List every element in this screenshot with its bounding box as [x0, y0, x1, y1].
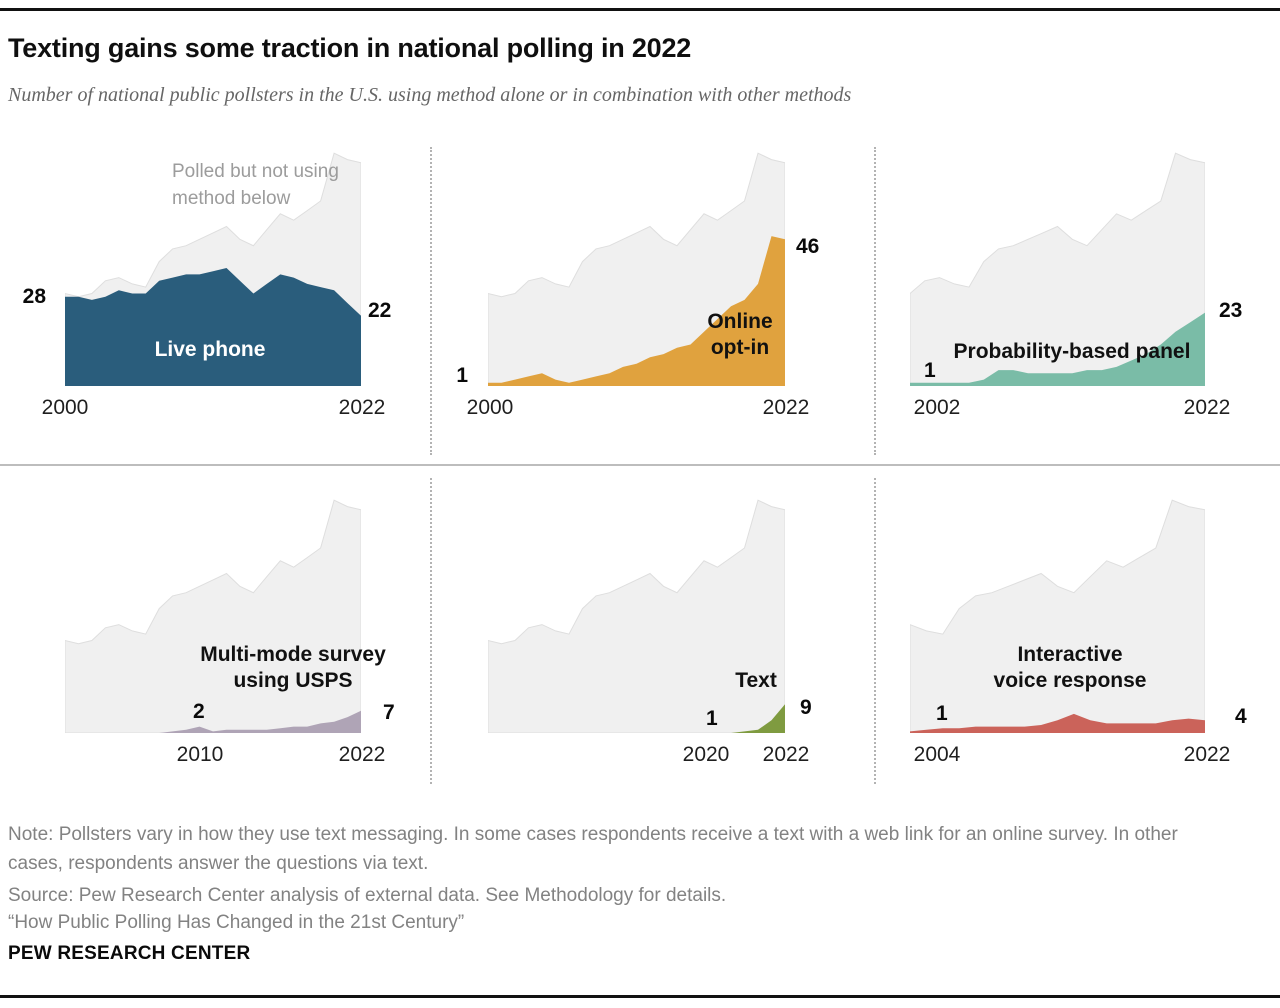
- method-label-line: voice response: [993, 669, 1147, 692]
- column-divider: [430, 478, 432, 784]
- source-text: Source: Pew Research Center analysis of …: [8, 885, 727, 906]
- method-label-probability-panel: Probability-based panel: [953, 340, 1191, 363]
- value-label-end: 22: [368, 299, 392, 322]
- method-label-multi-mode: Multi-mode survey using USPS: [193, 642, 393, 694]
- x-axis-label: 2022: [1183, 743, 1231, 766]
- value-label-start: 1: [706, 707, 718, 730]
- ivr-chart: [910, 499, 1205, 733]
- value-label-end: 46: [796, 235, 820, 258]
- x-axis-label: 2022: [1183, 396, 1231, 419]
- x-axis-label: 2000: [41, 396, 89, 419]
- background-series-label-line1: Polled but not using: [172, 161, 339, 182]
- top-rule: [0, 8, 1280, 11]
- brand-wordmark: PEW RESEARCH CENTER: [8, 943, 251, 964]
- column-divider: [874, 478, 876, 784]
- note-text: Note: Pollsters vary in how they use tex…: [8, 824, 1178, 874]
- x-axis-label: 2004: [913, 743, 961, 766]
- x-axis-label: 2022: [762, 396, 810, 419]
- text-chart: [488, 499, 785, 733]
- method-label-ivr: Interactive voice response: [970, 642, 1170, 694]
- x-axis-label: 2022: [762, 743, 810, 766]
- method-label-online-opt-in: Online opt-in: [680, 309, 800, 361]
- x-axis-label: 2020: [682, 743, 730, 766]
- method-label-line: Multi-mode survey: [200, 643, 386, 666]
- value-label-end: 23: [1219, 299, 1243, 322]
- x-axis-label: 2002: [913, 396, 961, 419]
- method-label-live-phone: Live phone: [154, 338, 266, 361]
- method-label-line: Interactive: [1017, 643, 1123, 666]
- page-subtitle: Number of national public pollsters in t…: [8, 84, 852, 106]
- page-title: Texting gains some traction in national …: [8, 33, 692, 63]
- live-phone-chart: [65, 152, 361, 386]
- value-label-start: 1: [456, 364, 468, 387]
- x-axis-label: 2022: [338, 396, 386, 419]
- row-divider: [0, 464, 1280, 466]
- report-title: “How Public Polling Has Changed in the 2…: [8, 912, 465, 933]
- value-label-start: 2: [193, 700, 205, 723]
- column-divider: [874, 147, 876, 455]
- background-series-label-line2: method below: [172, 188, 291, 209]
- background-series-label: Polled but not using method below: [172, 158, 339, 212]
- method-label-text: Text: [735, 669, 777, 692]
- value-label-start: 28: [22, 285, 46, 308]
- value-label-start: 1: [924, 359, 936, 382]
- value-label-end: 4: [1235, 705, 1247, 728]
- probability-panel-chart: [910, 152, 1205, 386]
- bottom-rule: [0, 995, 1280, 998]
- x-axis-label: 2010: [176, 743, 224, 766]
- method-label-line: opt-in: [710, 336, 770, 359]
- value-label-start: 1: [936, 702, 948, 725]
- method-label-line: Online: [707, 310, 773, 333]
- column-divider: [430, 147, 432, 455]
- value-label-end: 7: [383, 701, 395, 724]
- x-axis-label: 2000: [466, 396, 514, 419]
- x-axis-label: 2022: [338, 743, 386, 766]
- method-label-line: using USPS: [233, 669, 353, 692]
- online-opt-in-chart: [488, 152, 785, 386]
- multi-mode-usps-chart: [65, 499, 361, 733]
- value-label-end: 9: [800, 696, 812, 719]
